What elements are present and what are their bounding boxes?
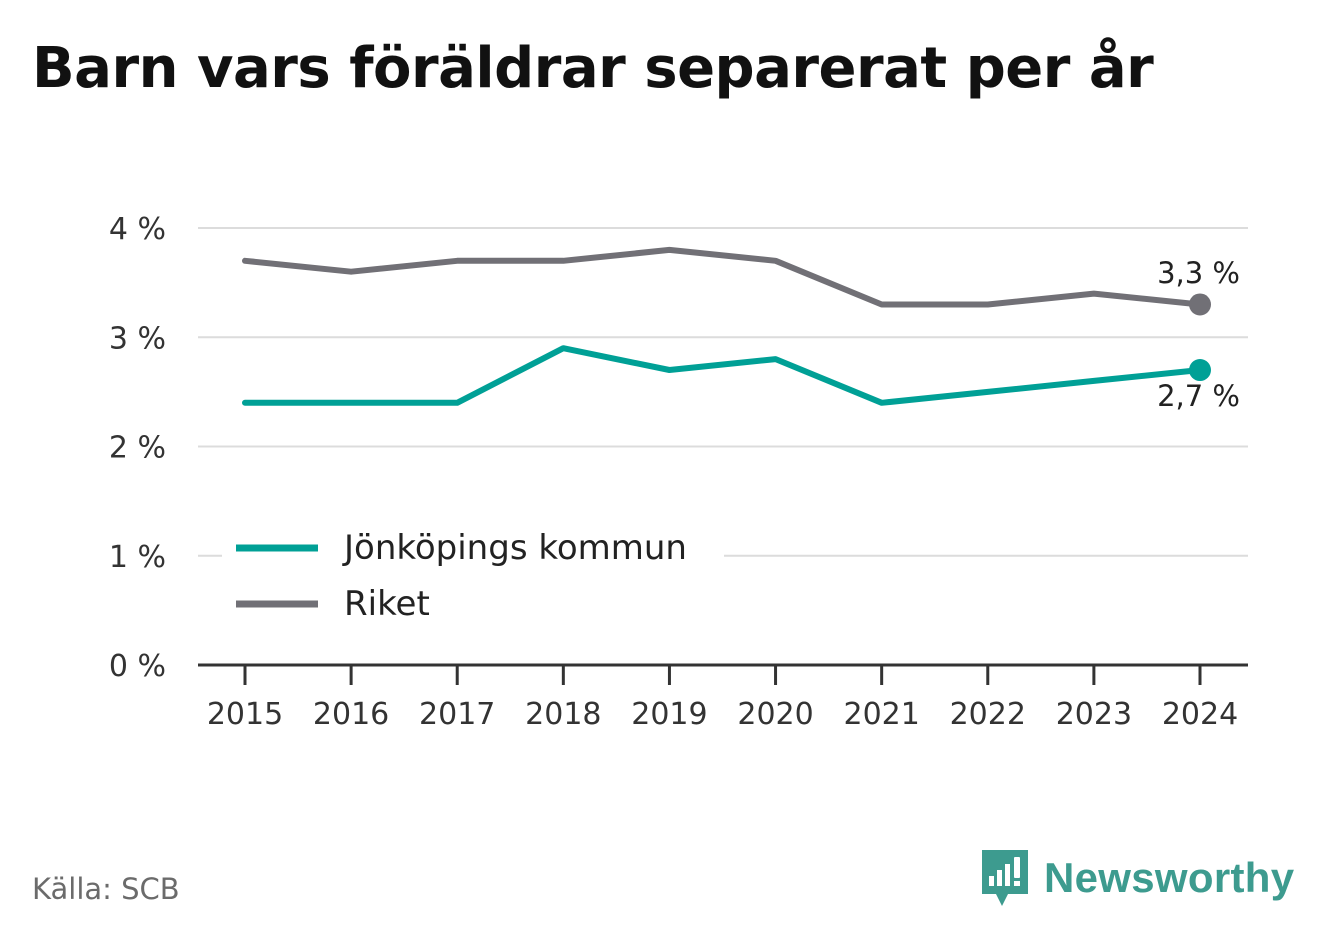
x-tick-label: 2015 [207, 697, 283, 732]
y-tick-label: 4 % [109, 212, 166, 247]
x-tick-label: 2018 [525, 697, 601, 732]
x-tick-label: 2020 [737, 697, 813, 732]
legend-label-jonkoping: Jönköpings kommun [342, 528, 687, 568]
brand-logo: Newsworthy [980, 848, 1294, 908]
end-label-riket: 3,3 % [1157, 256, 1240, 290]
y-tick-label: 2 % [109, 431, 166, 466]
source-note: Källa: SCB [32, 872, 180, 906]
end-point-riket [1189, 293, 1211, 316]
y-tick-label: 3 % [109, 321, 166, 356]
x-tick-label: 2017 [419, 697, 495, 732]
x-tick-label: 2016 [313, 697, 389, 732]
y-tick-label: 0 % [109, 649, 166, 684]
series-line-riket [242, 246, 1203, 308]
x-tick-label: 2023 [1056, 697, 1132, 732]
newsworthy-logo-icon [982, 850, 1028, 906]
brand-name: Newsworthy [1044, 854, 1295, 901]
legend-label-riket: Riket [344, 584, 430, 624]
y-tick-label: 1 % [109, 540, 166, 575]
legend-background [222, 518, 724, 648]
series-line-jonkoping [242, 345, 1203, 406]
end-point-jonkoping [1189, 359, 1211, 382]
x-tick-label: 2024 [1162, 697, 1238, 732]
x-tick-label: 2019 [631, 697, 707, 732]
chart-title: Barn vars föräldrar separerat per år [32, 36, 1154, 101]
line-chart: 0 % 1 % 2 % 3 % 4 % 2015 2016 2017 2018 2019 2020 2… [109, 212, 1248, 732]
x-tick-label: 2022 [950, 697, 1026, 732]
end-label-jonkoping: 2,7 % [1157, 379, 1240, 413]
x-tick-label: 2021 [843, 697, 919, 732]
